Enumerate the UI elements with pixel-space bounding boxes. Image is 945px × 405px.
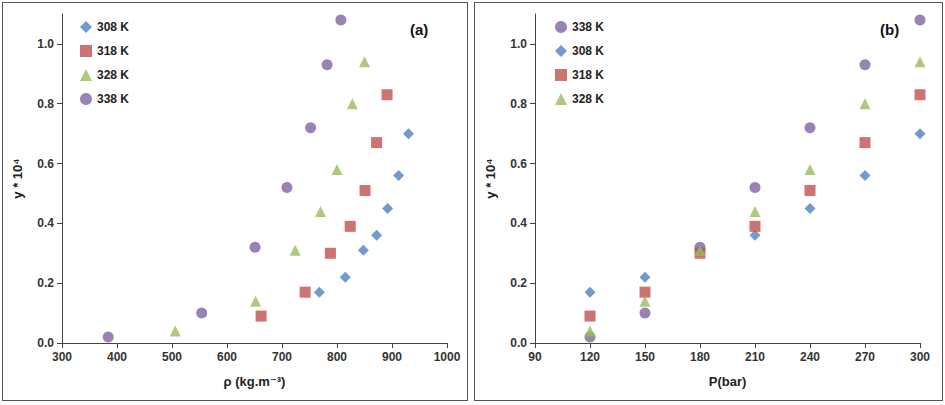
- svg-text:0.6: 0.6: [510, 157, 527, 171]
- svg-text:1.0: 1.0: [37, 37, 54, 51]
- svg-text:ρ (kg.m⁻³): ρ (kg.m⁻³): [224, 374, 286, 389]
- svg-text:P(bar): P(bar): [709, 374, 747, 389]
- svg-text:0.0: 0.0: [37, 336, 54, 350]
- svg-text:(a): (a): [410, 21, 428, 38]
- svg-text:308 K: 308 K: [97, 20, 129, 34]
- svg-text:1.0: 1.0: [510, 37, 527, 51]
- svg-text:y * 10⁴: y * 10⁴: [10, 158, 25, 198]
- svg-text:(b): (b): [880, 21, 899, 38]
- svg-text:0.4: 0.4: [37, 216, 54, 230]
- svg-text:800: 800: [327, 350, 347, 364]
- svg-text:120: 120: [580, 350, 600, 364]
- svg-text:150: 150: [635, 350, 655, 364]
- svg-text:180: 180: [690, 350, 710, 364]
- svg-text:400: 400: [107, 350, 127, 364]
- svg-text:300: 300: [910, 350, 930, 364]
- svg-text:0.0: 0.0: [510, 336, 527, 350]
- svg-text:0.8: 0.8: [510, 97, 527, 111]
- svg-text:318 K: 318 K: [572, 68, 604, 82]
- svg-text:300: 300: [52, 350, 72, 364]
- svg-text:1000: 1000: [434, 350, 461, 364]
- svg-text:600: 600: [217, 350, 237, 364]
- svg-text:90: 90: [528, 350, 542, 364]
- svg-text:210: 210: [745, 350, 765, 364]
- svg-text:270: 270: [855, 350, 875, 364]
- svg-text:328 K: 328 K: [572, 92, 604, 106]
- svg-text:0.4: 0.4: [510, 216, 527, 230]
- svg-text:900: 900: [382, 350, 402, 364]
- svg-text:y * 10⁴: y * 10⁴: [483, 158, 498, 198]
- svg-text:328 K: 328 K: [97, 68, 129, 82]
- svg-text:0.8: 0.8: [37, 97, 54, 111]
- svg-text:338 K: 338 K: [97, 92, 129, 106]
- svg-text:338 K: 338 K: [572, 20, 604, 34]
- svg-text:0.2: 0.2: [37, 276, 54, 290]
- svg-text:318 K: 318 K: [97, 44, 129, 58]
- svg-text:0.2: 0.2: [510, 276, 527, 290]
- svg-text:500: 500: [162, 350, 182, 364]
- svg-text:700: 700: [272, 350, 292, 364]
- svg-text:240: 240: [800, 350, 820, 364]
- svg-text:308 K: 308 K: [572, 44, 604, 58]
- svg-text:0.6: 0.6: [37, 157, 54, 171]
